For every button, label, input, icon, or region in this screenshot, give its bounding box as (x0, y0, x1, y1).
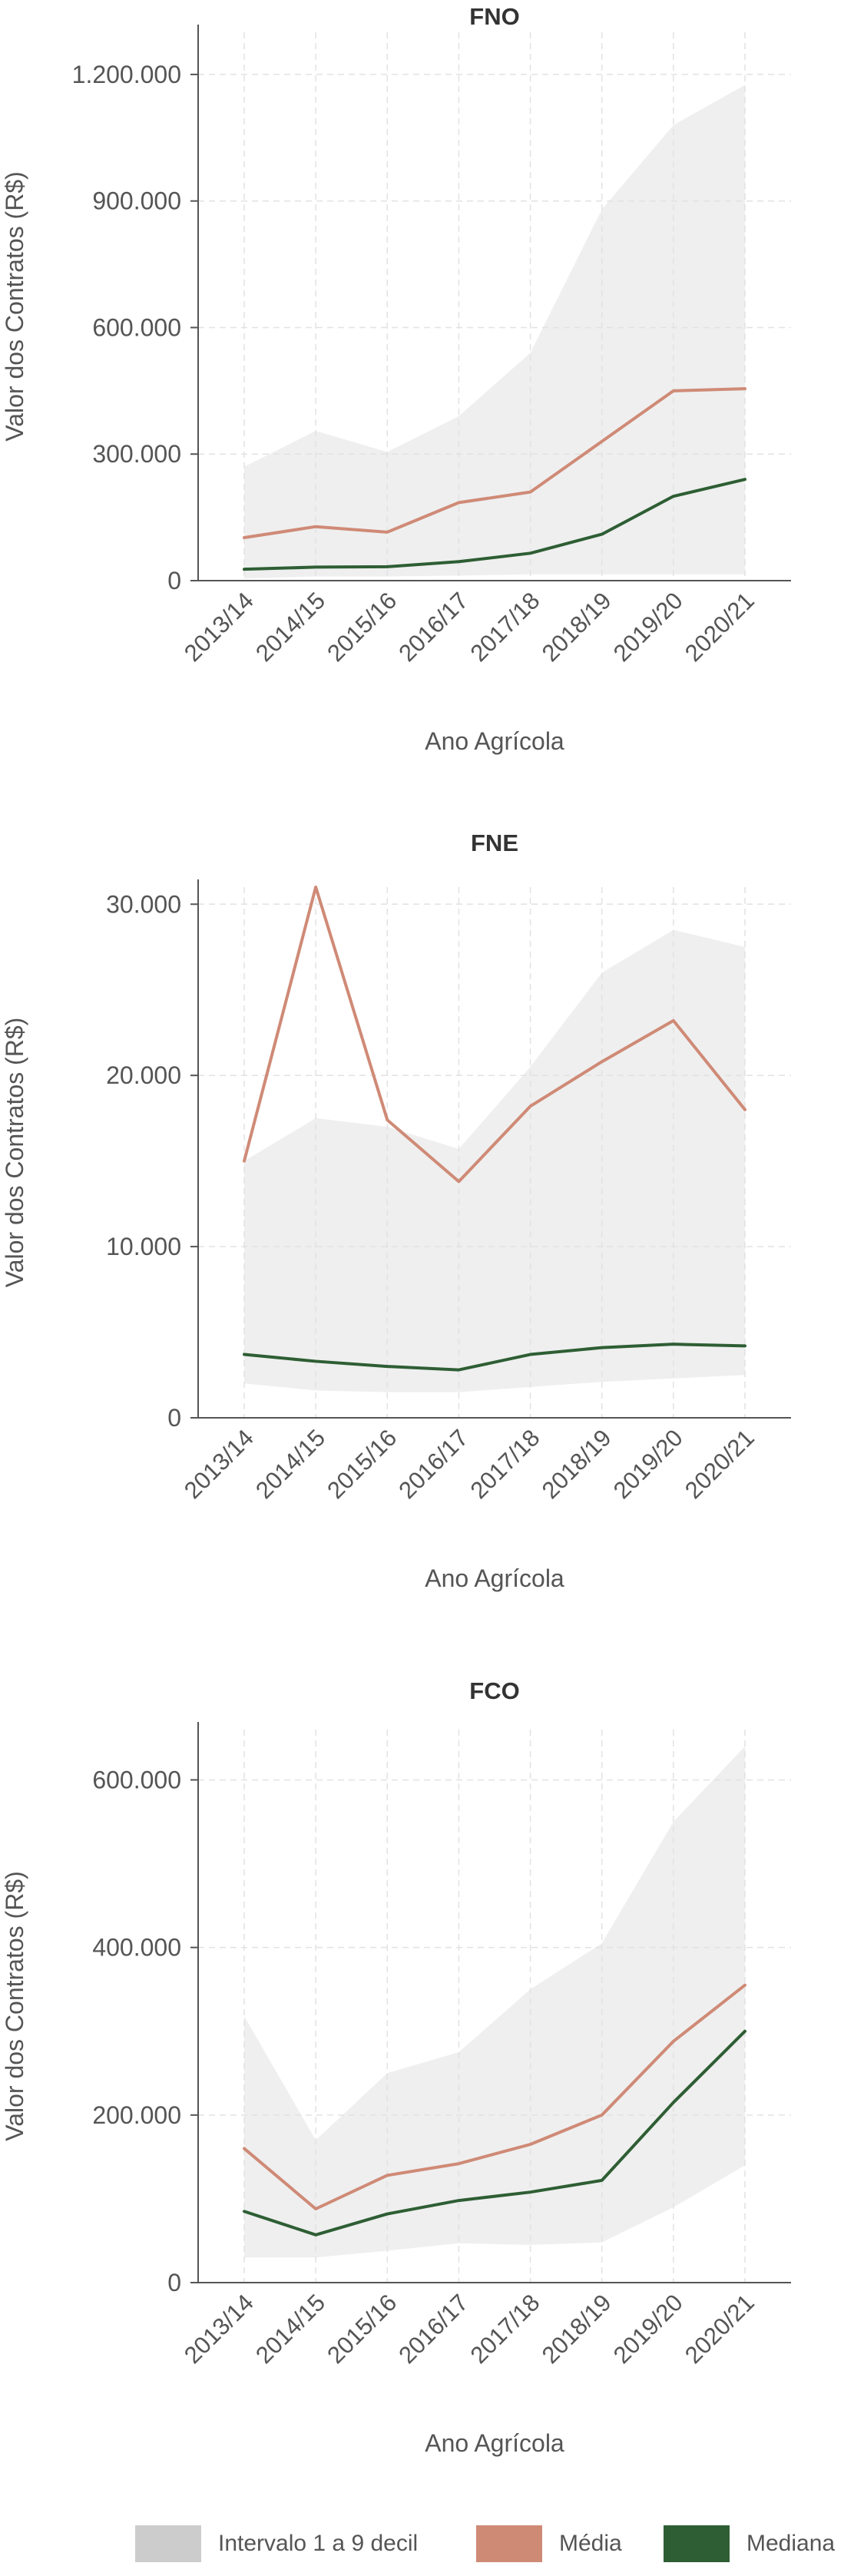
fne-xtick-label-3: 2016/17 (393, 1424, 473, 1504)
fne-xtick-label-7: 2020/21 (680, 1424, 760, 1504)
fne-xtick-label-6: 2019/20 (608, 1424, 688, 1504)
fno-ytick-label-1: 300.000 (92, 440, 181, 468)
fne-xtick-label-1: 2014/15 (250, 1424, 330, 1504)
fne-series-mediana (243, 1343, 746, 1372)
fco-ytick-label-1: 200.000 (92, 2101, 181, 2129)
fco-ytick-label-3: 600.000 (92, 1766, 181, 1793)
fno-ytick-label-0: 0 (167, 567, 181, 594)
legend-label-band: Intervalo 1 a 9 decil (218, 2531, 419, 2556)
fco-xtick-label-4: 2017/18 (465, 2289, 545, 2369)
fne-xtick-label-4: 2017/18 (465, 1424, 545, 1504)
fne-ytick-label-1: 10.000 (106, 1233, 181, 1260)
fne-xtick-label-0: 2013/14 (179, 1424, 259, 1504)
fno-ylabel: Valor dos Contratos (R$) (1, 171, 28, 442)
fno-series-mediana (243, 478, 746, 571)
legend-item-band: Intervalo 1 a 9 decil (135, 2525, 419, 2562)
fco-xtick-label-2: 2015/16 (322, 2289, 402, 2369)
fno-xtick-label-3: 2016/17 (393, 587, 473, 667)
legend-swatch-mean (476, 2525, 542, 2562)
fno-xtick-label-5: 2018/19 (537, 587, 617, 667)
fno-xlabel: Ano Agrícola (425, 727, 564, 755)
legend-item-median: Mediana (664, 2525, 836, 2562)
fco-xtick-label-0: 2013/14 (179, 2289, 259, 2369)
fno-series-m-dia (243, 387, 746, 539)
fco-ytick-label-2: 400.000 (92, 1934, 181, 1962)
fco-xtick-label-5: 2018/19 (537, 2289, 617, 2369)
fno-ytick-label-4: 1.200.000 (72, 61, 181, 88)
fno-ytick-label-3: 900.000 (92, 187, 181, 215)
fno-xtick-label-2: 2015/16 (322, 587, 402, 667)
fco-series-mediana (243, 2029, 746, 2237)
fco-xtick-label-6: 2019/20 (608, 2289, 688, 2369)
fno-ytick-label-2: 600.000 (92, 313, 181, 341)
fno-title: FNO (469, 3, 519, 30)
legend-label-mean: Média (559, 2531, 622, 2556)
fco-xtick-label-7: 2020/21 (680, 2289, 760, 2369)
fno-xtick-label-4: 2017/18 (465, 587, 545, 667)
fne-ytick-label-2: 20.000 (106, 1061, 181, 1089)
fne-ytick-label-3: 30.000 (106, 890, 181, 918)
fco-xtick-label-1: 2014/15 (250, 2289, 330, 2369)
fno-xtick-label-6: 2019/20 (608, 587, 688, 667)
legend-item-mean: Média (476, 2525, 622, 2562)
fco-ytick-label-0: 0 (167, 2269, 181, 2296)
fne-xtick-label-5: 2018/19 (537, 1424, 617, 1504)
legend-swatch-band (135, 2525, 201, 2562)
legend-label-median: Mediana (746, 2531, 836, 2556)
chart-fno: 0300.000600.000900.0001.200.0002013/1420… (1, 3, 791, 755)
fne-ytick-label-0: 0 (167, 1404, 181, 1432)
fno-xtick-label-0: 2013/14 (179, 587, 259, 667)
fco-xlabel: Ano Agrícola (425, 2429, 564, 2457)
fno-xtick-label-7: 2020/21 (680, 587, 760, 667)
fco-title: FCO (469, 1677, 519, 1704)
fne-ylabel: Valor dos Contratos (R$) (1, 1018, 28, 1288)
chart-fne: 0 10.000 20.000 30.000 2013/142014/152015/16… (1, 829, 791, 1592)
legend: Intervalo 1 a 9 decil Média Mediana (0, 2521, 854, 2567)
fco-series-m-dia (243, 1983, 746, 2210)
fno-xtick-label-1: 2014/15 (250, 587, 330, 667)
fno-decile-band (244, 84, 745, 579)
fco-xtick-label-3: 2016/17 (393, 2289, 473, 2369)
chart-fco: 0 200.000 400.000 600.000 2013/142014/152015… (1, 1677, 791, 2457)
fne-series-m-dia (243, 886, 746, 1184)
fco-decile-band (244, 1746, 745, 2258)
fne-title: FNE (471, 829, 518, 856)
fne-xlabel: Ano Agrícola (425, 1564, 564, 1592)
fne-xtick-label-2: 2015/16 (322, 1424, 402, 1504)
fco-ylabel: Valor dos Contratos (R$) (1, 1871, 28, 2141)
legend-swatch-median (664, 2525, 730, 2562)
fne-decile-band (244, 929, 745, 1392)
